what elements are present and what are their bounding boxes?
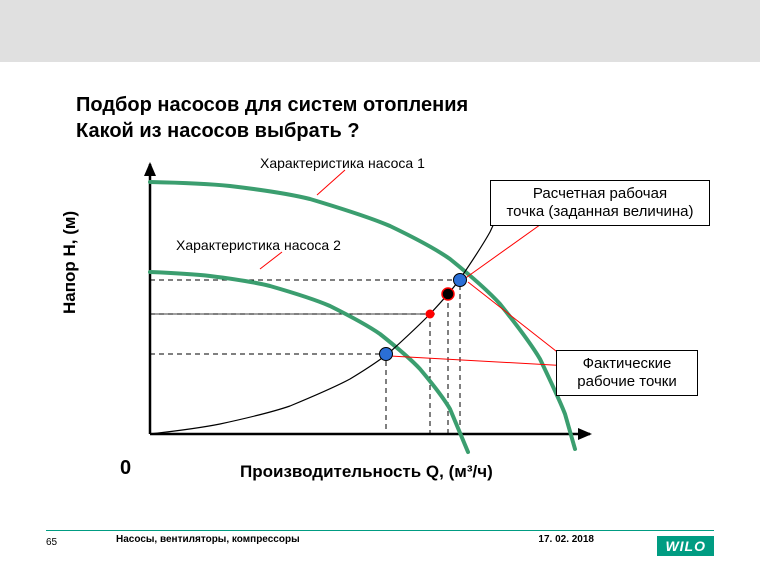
x-axis-label: Производительность Q, (м³/ч) [240, 462, 493, 482]
title-line-1: Подбор насосов для систем отопления [76, 92, 760, 118]
actual-points-callout: Фактические рабочие точки [556, 350, 698, 396]
pump2-annotation: Характеристика насоса 2 [176, 238, 341, 253]
header-bar [0, 0, 760, 62]
origin-label: 0 [120, 457, 131, 480]
title-line-2: Какой из насосов выбрать ? [76, 118, 760, 144]
footer-center: Насосы, вентиляторы, компрессоры [116, 534, 300, 545]
y-axis-label: Напор Н, (м) [60, 211, 80, 314]
footer-date: 17. 02. 2018 [538, 534, 594, 545]
page-title: Подбор насосов для систем отопления Како… [76, 92, 760, 144]
footer: Насосы, вентиляторы, компрессоры 17. 02.… [46, 530, 714, 552]
design-point-callout: Расчетная рабочая точка (заданная величи… [490, 180, 710, 226]
pump-chart: Напор Н, (м) 0 Производительность Q, (м³… [90, 154, 670, 474]
brand-logo: WILO [657, 536, 714, 556]
pump1-annotation: Характеристика насоса 1 [260, 156, 425, 171]
footer-rule [46, 530, 714, 531]
